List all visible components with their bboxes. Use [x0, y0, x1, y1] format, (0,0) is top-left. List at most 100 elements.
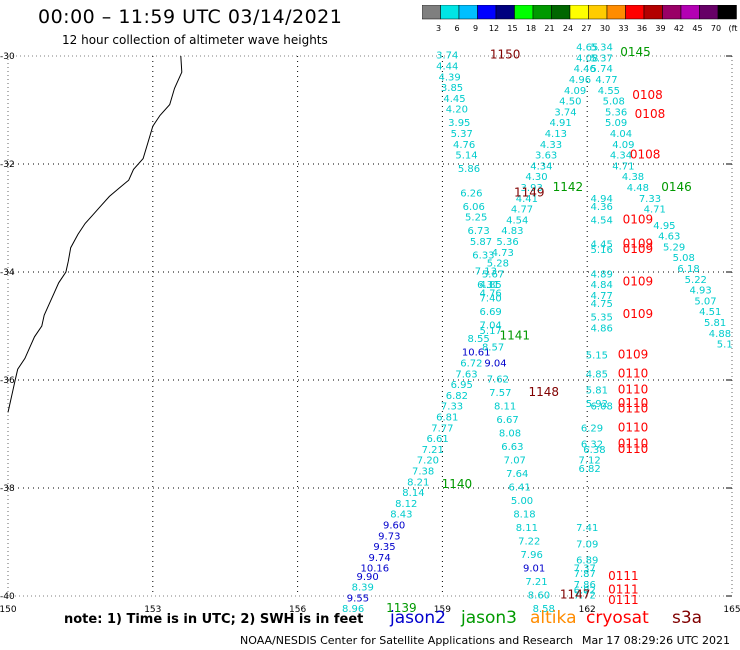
wave-height-value: 9.74	[369, 553, 391, 564]
pass-time-label: 0111	[608, 582, 639, 596]
wave-height-value: 8.21	[407, 477, 429, 488]
wave-height-value: 3.63	[535, 151, 557, 162]
wave-height-value: 6.67	[496, 415, 518, 426]
wave-height-value: 4.34	[530, 161, 552, 172]
wave-height-value: 4.51	[699, 307, 721, 318]
wave-height-value: 5.37	[591, 53, 613, 64]
wave-height-value: 4.76	[480, 288, 502, 299]
footer-note: note: 1) Time is in UTC; 2) SWH is in fe…	[64, 612, 364, 627]
wave-height-value: 7.33	[639, 194, 661, 205]
wave-height-value: 4.39	[439, 72, 461, 83]
wave-height-value: 4.20	[446, 105, 468, 116]
wave-height-value: 9.04	[484, 359, 506, 370]
pass-time-label: 0109	[623, 275, 654, 289]
wave-height-value: 4.85	[586, 369, 608, 380]
wave-height-value: 6.33	[472, 251, 494, 262]
legend-label: 33	[618, 24, 628, 33]
wave-height-value: 6.41	[508, 483, 530, 494]
legend-label: 27	[581, 24, 591, 33]
wave-height-value: 5.00	[511, 496, 533, 507]
pass-time-label: 0109	[623, 212, 654, 226]
wave-height-value: 4.48	[627, 183, 649, 194]
wave-height-value: 5.81	[586, 386, 608, 397]
wave-height-value: 5.1	[717, 340, 733, 351]
wave-height-value: 10.61	[462, 348, 491, 359]
wave-height-value: 5.81	[704, 318, 726, 329]
pass-time-label: 0146	[661, 180, 692, 194]
wave-height-value: 7.77	[431, 423, 453, 434]
y-tick-label: -38	[0, 484, 15, 494]
wave-height-value: 4.45	[443, 94, 465, 105]
wave-height-value: 4.77	[591, 291, 613, 302]
legend-altika: altika	[530, 608, 577, 628]
wave-height-value: 9.60	[383, 521, 405, 532]
wave-height-value: 5.25	[465, 213, 487, 224]
wave-height-value: 4.75	[591, 299, 613, 310]
pass-time-label: 0110	[618, 396, 649, 410]
pass-time-label: 0110	[618, 366, 649, 380]
wave-height-value: 7.12	[578, 456, 600, 467]
pass-time-label: 0111	[608, 593, 639, 607]
y-tick-label: -30	[0, 52, 15, 62]
x-tick-label: 165	[723, 605, 740, 615]
wave-height-value: 6.82	[574, 585, 596, 596]
wave-height-value: 6.26	[460, 188, 482, 199]
legend-label: 18	[526, 24, 536, 33]
y-tick-label: -40	[0, 592, 15, 602]
wave-height-value: 6.81	[436, 413, 458, 424]
legend-label: 3	[436, 24, 441, 33]
wave-height-value: 4.73	[492, 248, 514, 259]
wave-height-value: 5.14	[455, 151, 477, 162]
wave-height-value: 5.67	[482, 269, 504, 280]
wave-height-value: 7.86	[574, 580, 596, 591]
legend-s3a: s3a	[672, 608, 703, 628]
wave-height-value: 3.74	[436, 51, 458, 62]
legend-label: 12	[489, 24, 499, 33]
pass-time-label: 1142	[553, 180, 584, 194]
wave-height-value: 4.54	[591, 215, 613, 226]
pass-time-label: 1150	[490, 48, 521, 62]
wave-height-value: 4.46	[574, 64, 596, 75]
legend-label: 6	[454, 24, 459, 33]
legend-cryosat: cryosat	[586, 608, 649, 628]
wave-height-value: 7.13	[475, 267, 497, 278]
wave-height-value: 8.96	[342, 604, 364, 615]
wave-height-value: 3.74	[554, 107, 576, 118]
pass-time-label: 0110	[618, 401, 649, 415]
wave-height-value: 9.73	[378, 531, 400, 542]
pass-time-label: 0111	[608, 569, 639, 583]
wave-height-value: 4.94	[591, 194, 613, 205]
x-tick-label: 159	[434, 605, 451, 615]
wave-height-value: 4.04	[610, 129, 632, 140]
wave-height-value: 6.38	[583, 445, 605, 456]
generated-timestamp: Mar 17 08:29:26 UTC 2021	[582, 634, 730, 647]
y-tick-label: -34	[0, 268, 15, 278]
wave-height-value: 8.60	[528, 591, 550, 602]
wave-height-value: 9.90	[356, 572, 378, 583]
x-tick-label: 156	[289, 605, 306, 615]
wave-height-value: 7.21	[525, 577, 547, 588]
wave-height-value: 5.36	[605, 107, 627, 118]
pass-time-label: 1149	[514, 185, 545, 199]
wave-height-value: 4.41	[516, 194, 538, 205]
wave-height-value: 4.91	[550, 118, 572, 129]
wave-height-value: 4.77	[511, 205, 533, 216]
wave-height-value: 8.14	[402, 488, 424, 499]
wave-height-value: 7.96	[521, 550, 543, 561]
wave-height-value: 4.45	[591, 240, 613, 251]
wave-height-value: 8.11	[516, 523, 538, 534]
wave-height-value: 6.06	[463, 202, 485, 213]
wave-height-value: 7.09	[576, 539, 598, 550]
wave-height-value: 6.73	[467, 226, 489, 237]
wave-height-value: 4.93	[689, 286, 711, 297]
wave-height-value: 3.95	[448, 118, 470, 129]
wave-height-value: 4.89	[591, 269, 613, 280]
wave-height-value: 4.34	[610, 151, 632, 162]
wave-height-value: 4.71	[644, 205, 666, 216]
x-tick-label: 162	[579, 605, 596, 615]
wave-height-value: 4.71	[612, 161, 634, 172]
wave-height-value: 4.54	[506, 215, 528, 226]
pass-time-label: 0108	[635, 107, 666, 121]
